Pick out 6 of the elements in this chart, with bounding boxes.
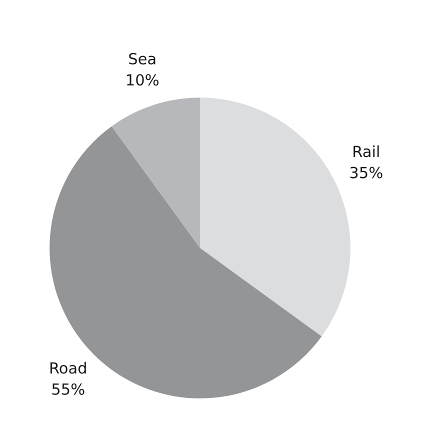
data-label: 10% <box>127 74 159 86</box>
data-label: 55% <box>52 383 84 395</box>
slice-label: Road <box>50 362 86 374</box>
slice-label: Rail <box>354 145 379 158</box>
slice-label: Sea <box>129 52 156 64</box>
data-label: 35% <box>350 166 382 178</box>
